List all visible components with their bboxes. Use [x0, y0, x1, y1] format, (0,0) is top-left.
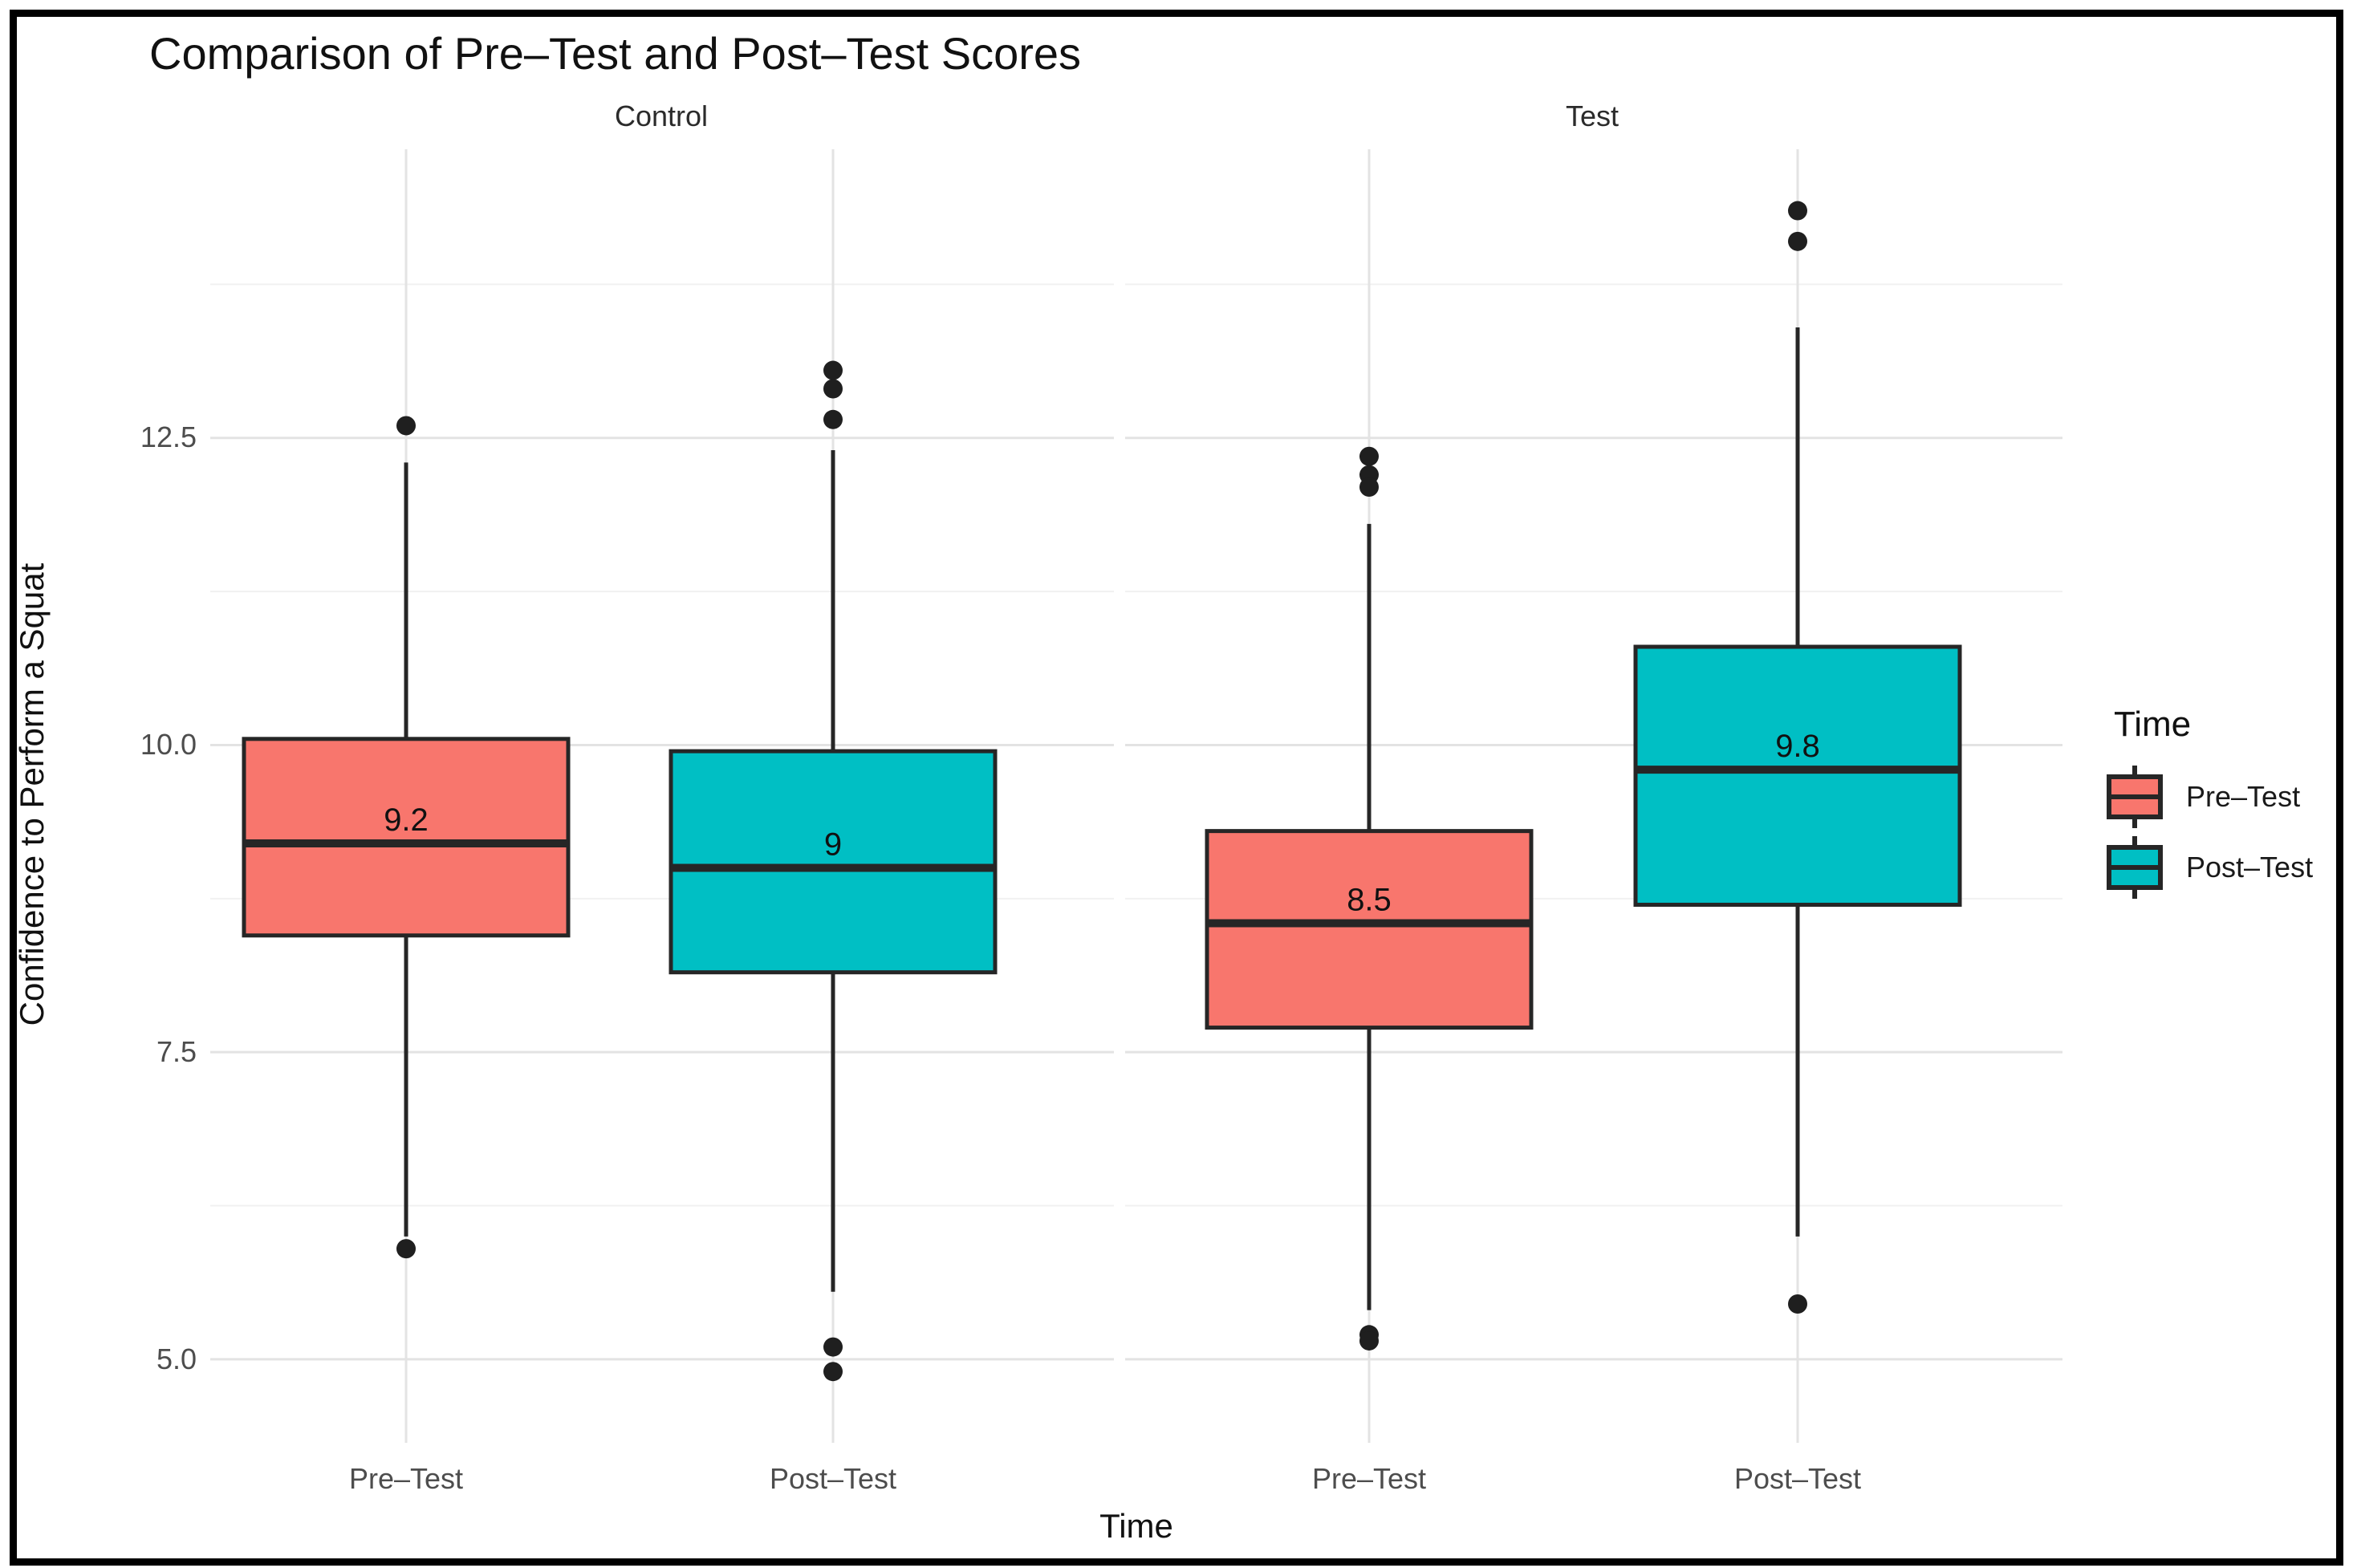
legend-entry-posttest: Post–Test	[2104, 836, 2350, 899]
box-iqr	[669, 749, 998, 975]
median-value-label: 8.5	[1347, 882, 1392, 917]
outlier-dot	[1788, 1294, 1807, 1314]
box-iqr	[242, 737, 571, 938]
y-axis-title: Confidence to Perform a Squat	[13, 563, 51, 1026]
outlier-dot	[823, 409, 843, 429]
facet-label-test: Test	[1565, 100, 1619, 132]
median-value-label: 9.2	[384, 802, 429, 838]
y-tick-12-5: 12.5	[140, 420, 197, 453]
outlier-dot	[823, 1337, 843, 1357]
outlier-dot	[1359, 1330, 1379, 1351]
x-axis-title: Time	[1099, 1507, 1173, 1545]
y-tick-5-0: 5.0	[156, 1343, 197, 1375]
outlier-dot	[396, 1239, 416, 1259]
outlier-dot	[1788, 231, 1807, 251]
legend-title: Time	[2114, 705, 2192, 744]
x-tick-test-posttest: Post–Test	[1733, 1462, 1862, 1495]
y-tick-10-0: 10.0	[140, 728, 197, 761]
x-tick-control-pretest: Pre–Test	[348, 1462, 464, 1495]
boxplot-key-icon	[2107, 836, 2163, 899]
outlier-dot	[1359, 477, 1379, 497]
chart-title: Comparison of Pre–Test and Post–Test Sco…	[149, 28, 1082, 79]
median-value-label: 9.8	[1775, 729, 1820, 764]
x-tick-control-posttest: Post–Test	[769, 1462, 897, 1495]
outlier-dot	[396, 416, 416, 436]
legend-entry-pretest: Pre–Test	[2104, 766, 2350, 828]
y-tick-7-5: 7.5	[156, 1035, 197, 1068]
median-value-label: 9	[824, 827, 842, 863]
legend: Time Pre–Test Post–Test	[2096, 705, 2350, 907]
outlier-dot	[823, 360, 843, 380]
outlier-dot	[823, 379, 843, 399]
legend-label: Pre–Test	[2186, 780, 2301, 813]
legend-label: Post–Test	[2186, 851, 2314, 884]
outlier-dot	[1788, 201, 1807, 221]
outlier-dot	[823, 1362, 843, 1382]
box-iqr	[1633, 644, 1962, 907]
boxplot-key-icon	[2107, 766, 2163, 828]
facet-label-control: Control	[614, 100, 709, 132]
x-tick-test-pretest: Pre–Test	[1311, 1462, 1427, 1495]
outlier-dot	[1359, 446, 1379, 466]
box-iqr	[1205, 829, 1534, 1030]
